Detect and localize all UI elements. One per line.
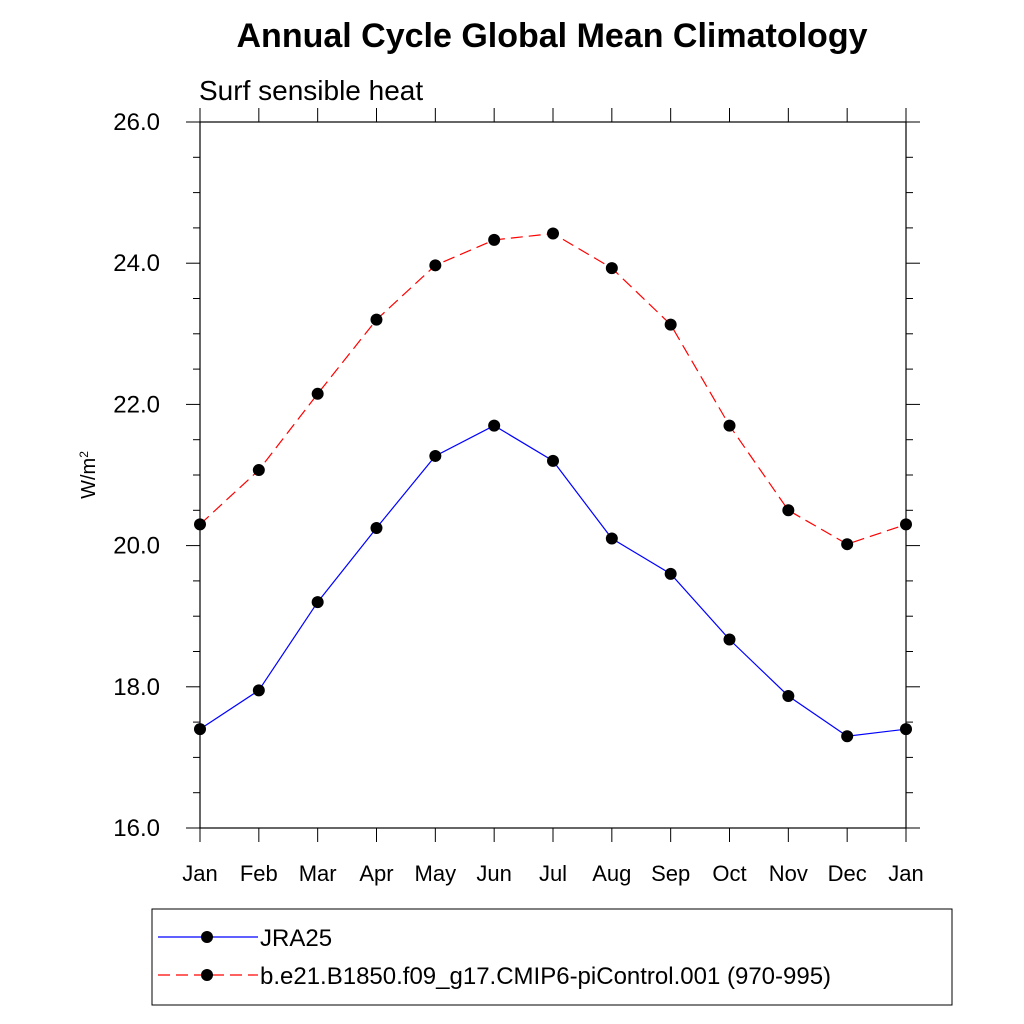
series-point bbox=[194, 723, 206, 736]
series-point bbox=[429, 449, 442, 462]
y-tick-label: 22.0 bbox=[113, 391, 160, 418]
x-tick-label: Mar bbox=[299, 861, 337, 886]
x-tick-label: Nov bbox=[769, 861, 808, 886]
series-1 bbox=[194, 227, 912, 551]
legend-entry-label: b.e21.B1850.f09_g17.CMIP6-piControl.001 … bbox=[260, 963, 831, 990]
y-tick-label: 24.0 bbox=[113, 250, 160, 277]
x-tick-label: May bbox=[415, 861, 457, 886]
x-tick-label: Jun bbox=[476, 861, 511, 886]
chart-subtitle: Surf sensible heat bbox=[199, 75, 423, 106]
axis-ticks bbox=[186, 108, 920, 842]
series-point bbox=[488, 419, 501, 432]
legend-swatch-marker bbox=[201, 969, 213, 981]
x-tick-label: Apr bbox=[359, 861, 393, 886]
series-point bbox=[311, 387, 324, 400]
x-tick-label: Oct bbox=[712, 861, 746, 886]
y-tick-label: 20.0 bbox=[113, 533, 160, 560]
x-tick-label: Dec bbox=[828, 861, 867, 886]
legend-swatch-marker bbox=[201, 931, 213, 943]
y-axis-label-superscript: 2 bbox=[77, 451, 91, 458]
x-tick-label: Jan bbox=[888, 861, 923, 886]
series-point bbox=[900, 723, 912, 736]
y-axis-label-main: W/m bbox=[78, 458, 100, 499]
legend-entry-label: JRA25 bbox=[260, 925, 332, 952]
series-point bbox=[782, 689, 795, 702]
y-tick-label: 26.0 bbox=[113, 109, 160, 136]
series-point bbox=[547, 227, 559, 240]
series-point bbox=[252, 464, 265, 477]
series-point bbox=[370, 521, 383, 534]
y-tick-label: 16.0 bbox=[113, 815, 160, 842]
x-tick-label: Feb bbox=[240, 861, 278, 886]
x-tick-label: Aug bbox=[592, 861, 631, 886]
series-point bbox=[547, 454, 559, 467]
series-point bbox=[664, 318, 677, 331]
y-tick-labels: 16.0 18.0 20.0 22.0 24.0 26.0 bbox=[113, 109, 160, 842]
series-point bbox=[370, 313, 383, 326]
series-layer bbox=[194, 227, 912, 743]
series-point bbox=[488, 233, 501, 246]
x-tick-label: Jul bbox=[539, 861, 567, 886]
series-point bbox=[605, 262, 618, 275]
series-point bbox=[252, 684, 265, 697]
series-line bbox=[199, 424, 907, 737]
legend-box bbox=[151, 908, 953, 1006]
y-axis-label: W/m2 bbox=[77, 451, 100, 499]
series-point bbox=[723, 633, 736, 646]
series-point bbox=[194, 518, 206, 531]
series-point bbox=[723, 419, 736, 432]
y-tick-label: 18.0 bbox=[113, 674, 160, 701]
series-line bbox=[199, 232, 907, 545]
legend: JRA25 b.e21.B1850.f09_g17.CMIP6-piControl… bbox=[151, 908, 953, 1006]
series-point bbox=[900, 518, 912, 531]
series-point bbox=[841, 538, 854, 551]
series-point bbox=[841, 730, 854, 743]
series-0 bbox=[194, 419, 912, 743]
series-point bbox=[664, 567, 677, 580]
series-point bbox=[782, 504, 795, 517]
x-tick-label: Jan bbox=[182, 861, 217, 886]
series-point bbox=[311, 596, 324, 609]
x-tick-labels: Jan Feb Mar Apr May Jun Jul Aug Sep Oct Nov Dec Jan bbox=[182, 861, 923, 886]
series-point bbox=[605, 532, 618, 545]
series-point bbox=[429, 259, 442, 272]
x-tick-label: Sep bbox=[651, 861, 690, 886]
chart-title: Annual Cycle Global Mean Climatology bbox=[237, 17, 868, 55]
